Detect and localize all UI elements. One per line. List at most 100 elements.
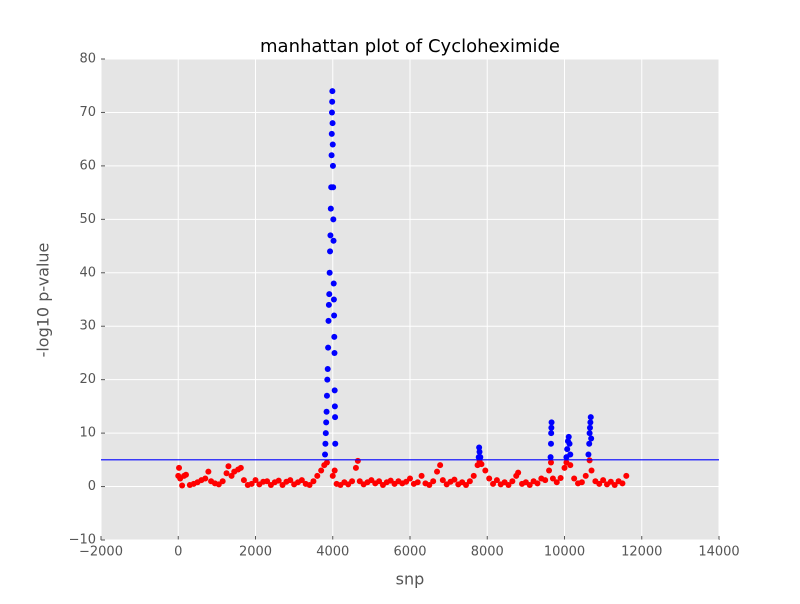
point [451,476,458,483]
point [547,440,554,447]
x-tick-label: 0 [174,545,182,560]
point [331,349,338,356]
point [588,435,595,442]
y-tick-label: 20 [79,372,96,387]
point [548,419,555,426]
y-tick-label: 50 [79,212,96,227]
point [330,237,337,244]
x-tick-label: 12000 [621,545,662,560]
point [314,472,321,479]
point [330,216,337,223]
point [586,440,593,447]
point [331,467,338,474]
point [476,448,483,455]
point [325,317,332,324]
y-tick-label: 30 [79,319,96,334]
point [329,120,336,127]
point [329,162,336,169]
point [327,248,334,255]
y-tick-label: 80 [79,52,96,67]
point [477,454,484,461]
point [619,480,626,487]
point [418,472,425,479]
point [547,454,554,461]
point [482,467,489,474]
point [329,141,336,148]
point [248,480,255,487]
point [407,475,413,482]
y-tick-label: −10 [69,533,96,548]
point [176,464,183,471]
point [582,472,589,479]
point [534,480,541,487]
point [376,478,383,485]
point [567,451,574,458]
point [547,459,554,466]
point [561,464,568,471]
point [310,478,317,485]
y-tick-label: 10 [79,426,96,441]
point [587,419,594,426]
x-tick-label: 8000 [471,545,504,560]
point [202,475,209,482]
point [323,459,330,466]
point [586,424,593,431]
point [349,478,356,485]
point [493,477,500,484]
point [430,478,437,485]
marks [175,88,630,489]
point [329,98,336,105]
chart-title: manhattan plot of Cycloheximide [260,36,560,57]
point [306,481,313,488]
point [322,440,329,447]
point [437,462,444,469]
point [318,467,325,474]
point [331,312,338,319]
point [478,461,485,468]
point [325,301,332,308]
point [328,109,335,116]
point [328,130,335,137]
point [596,480,603,487]
point [223,470,230,477]
point [324,365,331,372]
x-tick-label: −2000 [79,545,123,560]
point [588,467,595,474]
point [328,152,335,159]
point [275,477,282,484]
point [426,481,433,488]
point [505,481,512,488]
point [287,477,294,484]
y-axis-label: -log10 p-value [34,243,53,358]
point [326,291,333,298]
point [463,481,470,488]
point [326,269,333,276]
point [182,471,189,478]
point [332,440,339,447]
point [324,376,331,383]
point [325,344,332,351]
x-tick-label: 10000 [544,545,585,560]
point [179,482,186,489]
point [330,296,337,303]
point [553,479,560,486]
point [414,479,421,486]
point [225,463,232,470]
point [546,467,553,474]
point [352,464,359,471]
point [542,477,549,484]
point [566,440,573,447]
point [264,478,271,485]
point [623,472,630,479]
point [330,280,337,287]
point [322,451,329,458]
point [571,475,578,482]
point [329,472,336,479]
point [298,477,305,484]
point [331,387,338,394]
point [331,333,338,340]
point [329,88,336,95]
y-tick-label: 0 [88,479,96,494]
point [323,408,330,415]
point [322,430,329,437]
